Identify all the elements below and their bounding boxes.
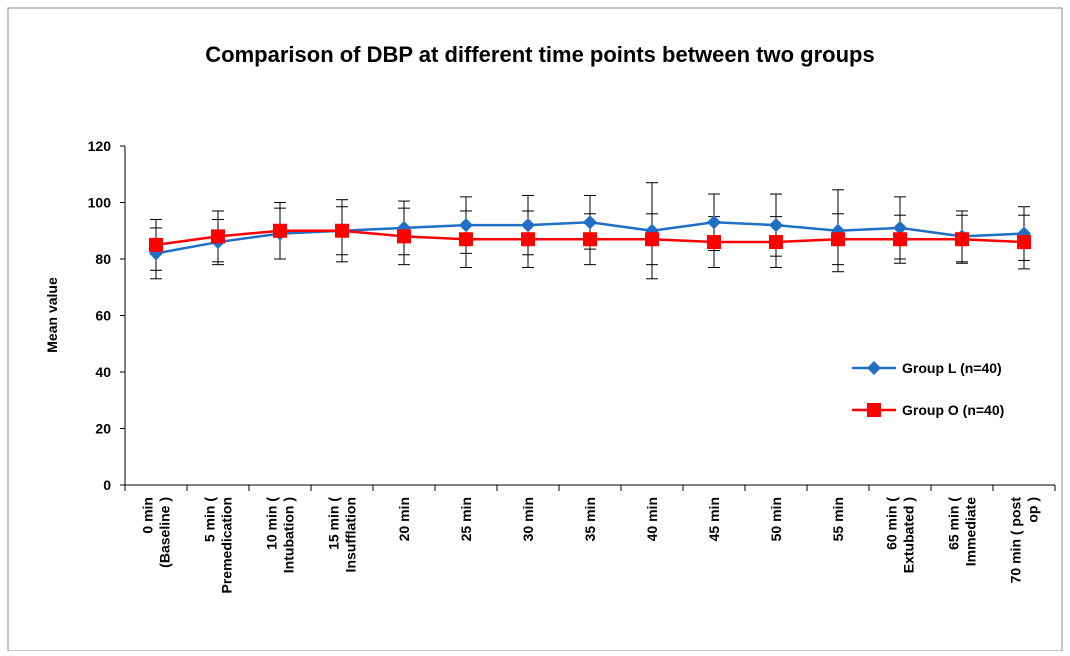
x-tick-label: 5 min ( xyxy=(202,497,218,542)
x-tick-label: 60 min ( xyxy=(884,497,900,550)
x-tick-label-group: 5 min (Premedication xyxy=(202,497,235,594)
x-tick-label-group: 20 min xyxy=(396,497,412,541)
marker xyxy=(645,232,659,247)
marker xyxy=(893,232,907,247)
x-tick-label-group: 0 min (Baseline ) xyxy=(140,497,173,568)
x-tick-label: 15 min ( xyxy=(326,497,342,550)
legend-label: Group O (n=40) xyxy=(902,402,1004,418)
marker xyxy=(1017,235,1031,250)
marker xyxy=(335,223,349,238)
x-tick-label: 45 min xyxy=(706,497,722,541)
y-tick-label: 60 xyxy=(95,308,111,324)
marker xyxy=(769,218,783,233)
x-tick-label: 65 min ( xyxy=(946,497,962,550)
x-tick-label: Extubated ) xyxy=(901,497,917,573)
x-tick-label: 50 min xyxy=(768,497,784,541)
x-tick-label-group: 70 min ( post op ) xyxy=(1008,497,1041,584)
y-tick-label: 120 xyxy=(88,138,112,154)
x-tick-label-group: 40 min xyxy=(644,497,660,541)
x-tick-label: 55 min xyxy=(830,497,846,541)
marker xyxy=(459,232,473,247)
x-tick-label: Intubation ) xyxy=(281,497,297,573)
x-tick-label: (Baseline ) xyxy=(157,497,173,568)
y-tick-label: 80 xyxy=(95,251,111,267)
chart-title: Comparison of DBP at different time poin… xyxy=(205,42,874,67)
x-tick-label: 70 min ( post xyxy=(1008,497,1024,584)
x-tick-label: 10 min ( xyxy=(264,497,280,550)
chart-border xyxy=(7,7,1063,652)
x-tick-label: 20 min xyxy=(396,497,412,541)
marker xyxy=(211,229,225,244)
marker xyxy=(893,220,907,235)
x-tick-label-group: 45 min xyxy=(706,497,722,541)
marker xyxy=(149,237,163,252)
x-tick-label: 35 min xyxy=(582,497,598,541)
marker xyxy=(831,232,845,247)
marker xyxy=(273,223,287,238)
y-tick-label: 40 xyxy=(95,364,111,380)
x-tick-label: Insufflation xyxy=(343,497,359,572)
x-tick-label-group: 60 min (Extubated ) xyxy=(884,497,917,574)
y-axis-label: Mean value xyxy=(44,277,60,353)
marker xyxy=(583,232,597,247)
marker xyxy=(521,218,535,233)
marker xyxy=(707,235,721,250)
y-tick-label: 20 xyxy=(95,421,111,437)
marker xyxy=(867,361,881,375)
y-tick-label: 100 xyxy=(88,195,112,211)
x-tick-label-group: 35 min xyxy=(582,497,598,541)
x-tick-label: 30 min xyxy=(520,497,536,541)
x-tick-label-group: 25 min xyxy=(458,497,474,541)
x-tick-label-group: 10 min (Intubation ) xyxy=(264,497,297,574)
x-tick-label-group: 50 min xyxy=(768,497,784,541)
marker xyxy=(867,403,881,417)
marker xyxy=(707,215,721,230)
marker xyxy=(583,215,597,230)
x-tick-label: 0 min xyxy=(140,497,156,534)
marker xyxy=(769,235,783,250)
x-tick-label-group: 30 min xyxy=(520,497,536,541)
x-tick-label-group: 55 min xyxy=(830,497,846,541)
y-tick-label: 0 xyxy=(103,477,111,493)
marker xyxy=(459,218,473,233)
x-tick-label: op ) xyxy=(1025,497,1041,523)
marker xyxy=(521,232,535,247)
x-tick-label-group: 15 min (Insufflation xyxy=(326,497,359,573)
marker xyxy=(397,229,411,244)
x-tick-label: Immediate xyxy=(963,497,979,566)
legend-label: Group L (n=40) xyxy=(902,360,1002,376)
x-tick-label: 25 min xyxy=(458,497,474,541)
marker xyxy=(955,232,969,247)
x-tick-label: 40 min xyxy=(644,497,660,541)
x-tick-label: Premedication xyxy=(219,497,235,593)
x-tick-label-group: 65 min (Immediate xyxy=(946,497,979,567)
